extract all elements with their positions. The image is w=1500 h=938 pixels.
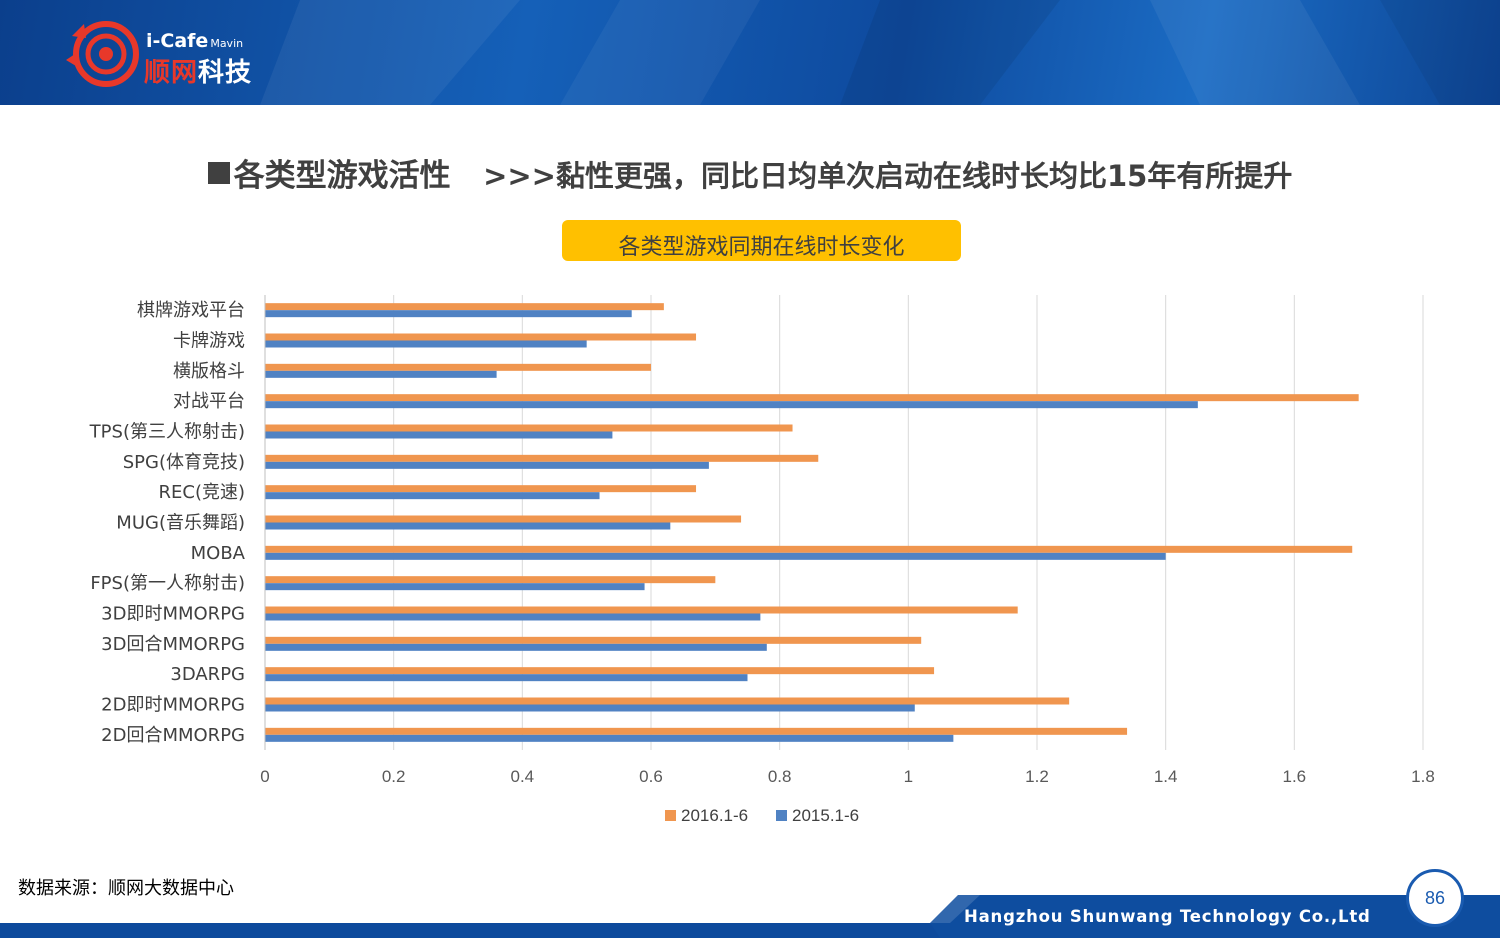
chart-title-box: 各类型游戏同期在线时长变化 — [562, 220, 961, 261]
bar-series-2016 — [265, 454, 819, 462]
bar-series-2016 — [265, 515, 742, 523]
category-label: 2D回合MMORPG — [101, 725, 245, 746]
slide-title: 各类型游戏活性 >>>黏性更强，同比日均单次启动在线时长均比15年有所提升 — [0, 150, 1500, 195]
category-label: 3D即时MMORPG — [101, 604, 245, 625]
x-tick-label: 0.6 — [639, 767, 663, 786]
category-label: MUG(音乐舞蹈) — [116, 513, 245, 534]
bar-series-2016 — [265, 576, 716, 584]
data-source-note: 数据来源：顺网大数据中心 — [18, 878, 234, 899]
header-banner: i-Cafe Mavin 顺网科技 — [0, 0, 1500, 105]
bar-series-2016 — [265, 303, 664, 311]
bar-chart: 0 0.2 0.4 0.6 0.8 1 1.2 1.4 1.6 1.8 棋牌游戏平台卡牌游戏横版格斗… — [89, 295, 1435, 825]
legend-label: 2015.1-6 — [792, 806, 859, 825]
bar-series-2016 — [265, 394, 1359, 402]
category-label: MOBA — [191, 543, 246, 564]
category-label: 卡牌游戏 — [173, 331, 245, 352]
bar-series-2015 — [265, 674, 748, 682]
bar-series-2015 — [265, 613, 761, 621]
bar-series-2015 — [265, 340, 587, 348]
bar-series-2016 — [265, 606, 1018, 614]
bar-series-2015 — [265, 492, 600, 500]
footer-company: Hangzhou Shunwang Technology Co.,Ltd — [964, 907, 1371, 926]
bar-series-2016 — [265, 545, 1353, 553]
category-label: FPS(第一人称射击) — [90, 573, 245, 594]
bar-series-2015 — [265, 583, 645, 591]
bar-series-2015 — [265, 401, 1198, 409]
bar-series-2016 — [265, 697, 1070, 705]
logo-brand-cn: 顺网科技 — [144, 58, 253, 88]
bar-series-2016 — [265, 727, 1128, 735]
x-tick-label: 0.4 — [511, 767, 535, 786]
legend-swatch — [665, 810, 676, 821]
header-polygon-background — [260, 0, 1500, 105]
bar-series-2016 — [265, 424, 793, 432]
bar-series-2015 — [265, 461, 709, 469]
bar-series-2015 — [265, 704, 915, 712]
logo: i-Cafe Mavin 顺网科技 — [64, 16, 294, 92]
slide-title-main: 各类型游戏活性 — [233, 158, 451, 194]
page-number: 86 — [1406, 869, 1464, 927]
x-tick-label: 1.4 — [1154, 767, 1178, 786]
bar-series-2016 — [265, 636, 922, 644]
square-bullet-icon — [207, 162, 230, 184]
x-tick-label: 1.6 — [1283, 767, 1307, 786]
category-label: TPS(第三人称射击) — [89, 422, 245, 443]
x-tick-label: 0.2 — [382, 767, 406, 786]
x-tick-label: 0 — [260, 767, 269, 786]
footer-band — [0, 895, 1500, 938]
bar-series-2015 — [265, 734, 954, 742]
logo-target-icon — [66, 21, 139, 87]
category-label: 3D回合MMORPG — [101, 634, 245, 655]
category-label: 横版格斗 — [173, 361, 245, 382]
category-label: 3DARPG — [170, 664, 245, 685]
x-tick-label: 0.8 — [768, 767, 792, 786]
legend-label: 2016.1-6 — [681, 806, 748, 825]
bar-series-2015 — [265, 522, 671, 530]
category-label: 棋牌游戏平台 — [137, 300, 245, 321]
bar-series-2015 — [265, 431, 613, 439]
logo-brand-en: i-Cafe Mavin — [146, 30, 244, 52]
bar-series-2016 — [265, 667, 935, 675]
bar-series-2015 — [265, 310, 632, 318]
bar-series-2015 — [265, 643, 767, 651]
category-label: 2D即时MMORPG — [101, 695, 245, 716]
legend-swatch — [776, 810, 787, 821]
x-tick-label: 1 — [904, 767, 913, 786]
bar-series-2016 — [265, 485, 697, 493]
bar-series-2016 — [265, 333, 697, 341]
category-label: SPG(体育竞技) — [123, 452, 245, 473]
x-tick-label: 1.8 — [1411, 767, 1435, 786]
category-label: 对战平台 — [173, 391, 245, 412]
slide-title-sub: >>>黏性更强，同比日均单次启动在线时长均比15年有所提升 — [483, 159, 1293, 193]
category-label: REC(竞速) — [159, 482, 246, 503]
bar-series-2015 — [265, 370, 497, 378]
x-tick-label: 1.2 — [1025, 767, 1049, 786]
bar-series-2016 — [265, 363, 651, 371]
bar-series-2015 — [265, 552, 1166, 560]
